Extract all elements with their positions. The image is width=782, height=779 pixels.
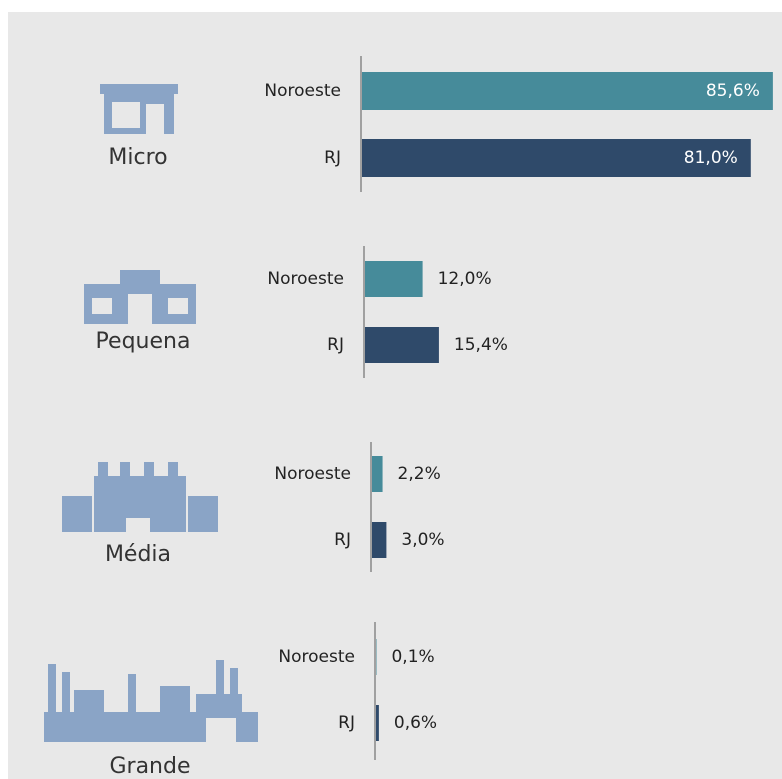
series-label: Noroeste	[264, 81, 341, 101]
series-label: Noroeste	[274, 464, 351, 484]
bar	[372, 456, 383, 492]
bar	[365, 327, 439, 363]
icon-pequena	[84, 270, 196, 324]
category-label: Média	[105, 542, 171, 567]
series-label: Noroeste	[267, 269, 344, 289]
bar	[372, 522, 387, 558]
value-label: 0,1%	[391, 647, 434, 667]
series-label: Noroeste	[278, 647, 355, 667]
value-label: 3,0%	[401, 530, 444, 550]
icon-media	[62, 462, 218, 532]
icon-micro	[100, 84, 178, 134]
series-label: RJ	[327, 335, 344, 355]
bar	[376, 705, 379, 741]
bar	[362, 139, 751, 177]
category-label: Micro	[108, 145, 167, 170]
value-label: 2,2%	[398, 464, 441, 484]
series-label: RJ	[324, 148, 341, 168]
series-label: RJ	[334, 530, 351, 550]
value-label: 85,6%	[706, 81, 760, 101]
value-label: 81,0%	[684, 148, 738, 168]
series-label: RJ	[338, 713, 355, 733]
category-label: Pequena	[96, 329, 191, 354]
bar	[365, 261, 423, 297]
value-label: 15,4%	[454, 335, 508, 355]
value-label: 0,6%	[394, 713, 437, 733]
icon-grande	[44, 660, 258, 742]
bar	[362, 72, 773, 110]
value-label: 12,0%	[438, 269, 492, 289]
category-label: Grande	[109, 754, 190, 779]
